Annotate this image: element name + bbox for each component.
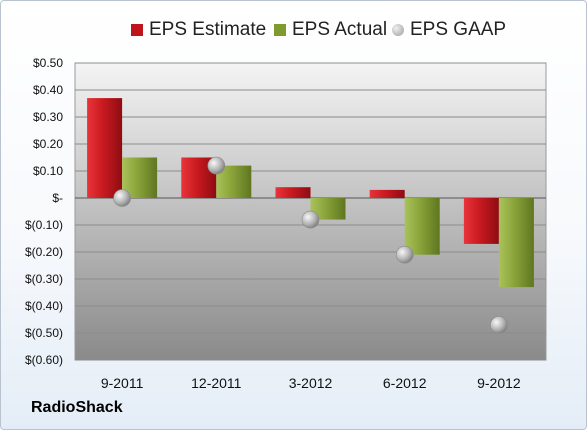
x-category-label: 3-2012 xyxy=(289,375,333,391)
eps-actual-bar xyxy=(404,198,440,255)
legend-label-eps-gaap: EPS GAAP xyxy=(410,19,507,40)
x-category-label: 12-2011 xyxy=(191,375,242,391)
eps-actual-bar xyxy=(122,157,158,198)
eps-estimate-bar xyxy=(87,98,123,198)
x-category-label: 9-2011 xyxy=(101,375,144,391)
chart-legend: EPS Estimate EPS Actual EPS GAAP xyxy=(1,13,587,45)
eps-gaap-marker xyxy=(395,245,414,264)
legend-swatch-eps-estimate xyxy=(131,24,143,36)
y-tick-label: $(0.20) xyxy=(25,245,63,259)
legend-swatch-eps-gaap xyxy=(392,24,404,36)
legend-label-eps-estimate: EPS Estimate xyxy=(149,19,267,40)
x-category-label: 6-2012 xyxy=(383,375,427,391)
eps-actual-bar xyxy=(498,198,534,288)
y-tick-label: $0.10 xyxy=(33,164,63,178)
y-tick-label: $(0.60) xyxy=(25,353,63,367)
y-tick-label: $0.20 xyxy=(33,137,63,151)
bars xyxy=(87,98,534,288)
y-tick-label: $0.40 xyxy=(33,83,63,97)
eps-estimate-bar xyxy=(463,198,499,244)
eps-actual-bar xyxy=(310,198,346,220)
legend-item-eps-gaap: EPS GAAP xyxy=(392,19,506,41)
x-category-label: 9-2012 xyxy=(477,375,521,391)
y-tick-label: $0.50 xyxy=(33,56,63,70)
eps-gaap-marker xyxy=(490,316,508,334)
y-tick-label: $(0.30) xyxy=(25,272,63,286)
y-tick-label: $(0.40) xyxy=(25,299,63,313)
x-axis-labels: 9-2011 12-2011 3-2012 6-2012 9-2012 xyxy=(101,375,521,391)
gaap-markers xyxy=(113,156,508,334)
y-tick-label: $0.30 xyxy=(33,110,63,124)
y-axis-ticks: $0.50 $0.40 $0.30 $0.20 $0.10 $- $(0.10) $(0.20… xyxy=(25,56,63,367)
y-tick-label: $- xyxy=(52,191,63,205)
eps-estimate-bar xyxy=(369,189,405,198)
legend-label-eps-actual: EPS Actual xyxy=(292,19,388,40)
legend-swatch-eps-actual xyxy=(274,24,286,36)
legend-item-eps-actual: EPS Actual xyxy=(274,19,387,41)
y-tick-label: $(0.50) xyxy=(25,326,63,340)
legend-item-eps-estimate: EPS Estimate xyxy=(131,19,266,41)
y-tick-label: $(0.10) xyxy=(25,218,63,232)
eps-estimate-bar xyxy=(275,187,311,198)
eps-gaap-marker xyxy=(301,210,320,229)
eps-gaap-marker xyxy=(207,156,226,175)
eps-gaap-marker xyxy=(113,189,131,207)
company-name: RadioShack xyxy=(31,399,123,416)
